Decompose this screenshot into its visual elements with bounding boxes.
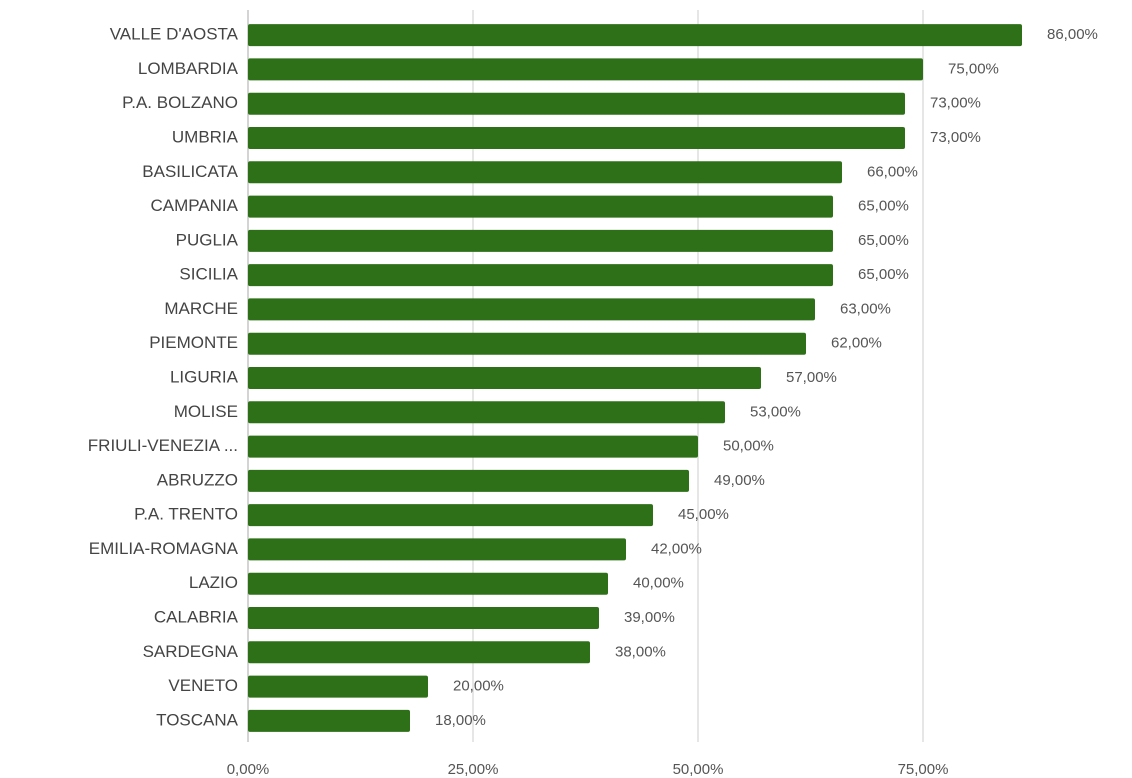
value-label: 38,00% (615, 643, 666, 660)
y-tick-label: PIEMONTE (149, 333, 238, 352)
x-tick-label: 25,00% (448, 761, 499, 778)
y-tick-label: LOMBARDIA (138, 59, 239, 78)
y-tick-label: SARDEGNA (143, 642, 239, 661)
y-tick-label: UMBRIA (172, 127, 239, 146)
value-label: 39,00% (624, 609, 675, 626)
bar (248, 538, 626, 561)
y-tick-label: CAMPANIA (150, 196, 238, 215)
value-label: 65,00% (858, 232, 909, 249)
bar (248, 607, 599, 629)
value-label: 50,00% (723, 438, 774, 455)
y-tick-label: SICILIA (179, 265, 238, 284)
y-tick-label: MARCHE (164, 299, 238, 318)
y-tick-label: VENETO (168, 676, 238, 695)
x-tick-label: 0,00% (227, 761, 270, 778)
value-label: 65,00% (858, 198, 909, 215)
y-tick-label: P.A. TRENTO (134, 505, 238, 524)
y-tick-label: EMILIA-ROMAGNA (89, 539, 239, 558)
value-label: 73,00% (930, 129, 981, 146)
bar (248, 229, 833, 252)
bar (248, 572, 608, 595)
value-label: 73,00% (930, 95, 981, 112)
bar (248, 641, 590, 664)
y-tick-label: TOSCANA (156, 710, 239, 729)
y-tick-label: VALLE D'AOSTA (110, 25, 239, 44)
bar (248, 332, 806, 355)
value-label: 86,00% (1047, 26, 1098, 43)
value-label: 45,00% (678, 506, 729, 523)
value-label: 63,00% (840, 300, 891, 317)
x-tick-label: 50,00% (673, 761, 724, 778)
bar (248, 161, 842, 184)
bar (248, 401, 725, 424)
value-label: 57,00% (786, 369, 837, 386)
x-tick-label: 75,00% (898, 761, 949, 778)
value-label: 18,00% (435, 712, 486, 729)
bar (248, 92, 905, 115)
value-label: 40,00% (633, 575, 684, 592)
bar (248, 298, 815, 321)
value-label: 65,00% (858, 266, 909, 283)
y-tick-label: CALABRIA (154, 607, 239, 626)
value-label: 53,00% (750, 403, 801, 420)
y-tick-label: BASILICATA (142, 162, 238, 181)
y-tick-label: MOLISE (174, 402, 238, 421)
bar (248, 469, 689, 492)
bar (248, 367, 761, 389)
y-tick-label: LIGURIA (170, 367, 239, 386)
bar (248, 264, 833, 287)
bar (248, 127, 905, 149)
value-label: 66,00% (867, 163, 918, 180)
bar (248, 709, 410, 732)
bar (248, 195, 833, 218)
bar (248, 24, 1022, 47)
bar (248, 58, 923, 81)
y-tick-label: ABRUZZO (157, 470, 238, 489)
value-label: 42,00% (651, 540, 702, 557)
y-tick-label: P.A. BOLZANO (122, 93, 238, 112)
y-tick-label: LAZIO (189, 573, 238, 592)
bar (248, 435, 698, 458)
value-label: 20,00% (453, 678, 504, 695)
value-label: 75,00% (948, 60, 999, 77)
value-label: 49,00% (714, 472, 765, 489)
y-tick-label: PUGLIA (176, 230, 239, 249)
value-label: 62,00% (831, 335, 882, 352)
y-tick-label: FRIULI-VENEZIA ... (88, 436, 238, 455)
bar (248, 504, 653, 527)
bar (248, 675, 428, 698)
